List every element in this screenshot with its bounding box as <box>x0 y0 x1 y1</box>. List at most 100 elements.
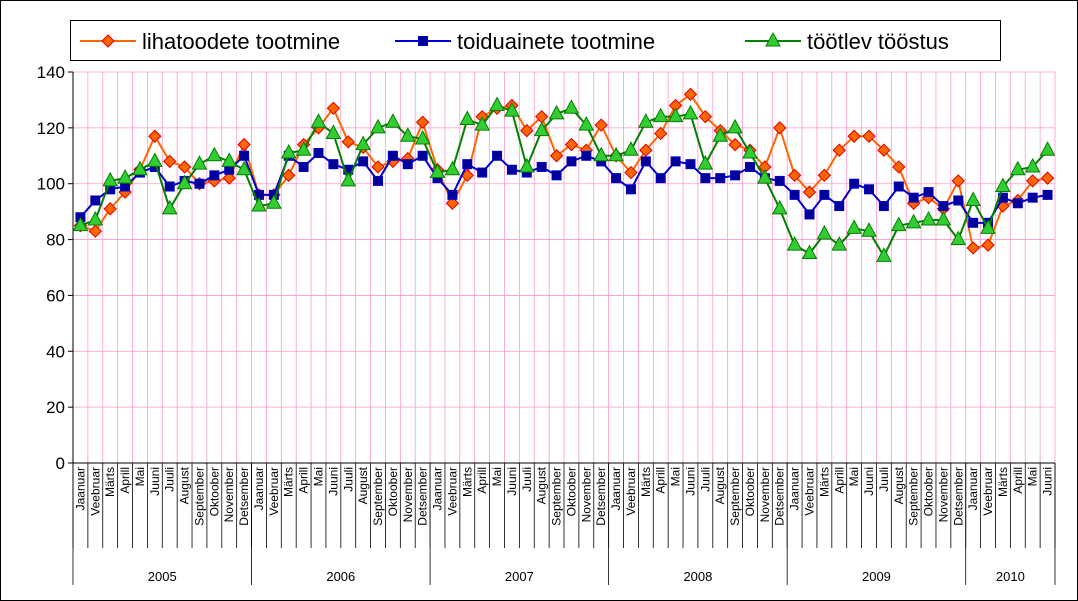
x-tick-label: Veebruar <box>624 467 638 516</box>
point <box>742 143 758 159</box>
x-tick-label: Juuni <box>683 467 697 496</box>
legend-label: töötlev tööstus <box>807 29 949 54</box>
point <box>402 159 413 170</box>
point <box>697 155 714 170</box>
point <box>176 174 193 190</box>
point <box>965 191 982 206</box>
point <box>861 222 877 237</box>
x-tick-label: Aprill <box>475 467 489 494</box>
y-tick-label: 100 <box>37 175 65 194</box>
point <box>1042 189 1053 200</box>
x-tick-label: September <box>907 467 921 526</box>
x-tick-label: Oktoober <box>207 467 221 516</box>
point <box>786 236 803 251</box>
point <box>816 224 833 240</box>
point <box>564 137 579 152</box>
point <box>266 194 282 209</box>
point <box>209 170 220 181</box>
x-tick-label: August <box>178 466 192 504</box>
point <box>563 99 580 114</box>
point <box>566 156 577 167</box>
point <box>730 170 741 181</box>
group-label: 2005 <box>148 569 177 584</box>
point <box>489 96 505 112</box>
x-tick-label: August <box>356 466 370 504</box>
point <box>832 143 846 157</box>
point <box>355 135 371 151</box>
x-tick-label: Mai <box>133 467 147 486</box>
point <box>533 121 550 137</box>
point <box>399 127 416 142</box>
point <box>310 113 327 128</box>
point <box>950 230 967 246</box>
point <box>744 161 755 172</box>
legend-label: lihatoodete tootmine <box>142 29 340 54</box>
point <box>417 150 428 161</box>
point <box>890 216 907 232</box>
x-tick-label: Aprill <box>1011 467 1025 494</box>
point <box>951 174 965 188</box>
x-tick-label: September <box>192 467 206 526</box>
group-label: 2007 <box>505 569 534 584</box>
point <box>477 167 488 178</box>
point <box>920 210 937 226</box>
point <box>715 173 726 184</box>
point <box>194 178 205 189</box>
point <box>1039 141 1056 156</box>
point <box>325 124 342 139</box>
point <box>817 168 832 183</box>
x-tick-label: Veebruar <box>267 467 281 516</box>
y-tick-label: 60 <box>46 286 65 305</box>
point <box>177 160 192 174</box>
point <box>625 184 636 195</box>
point <box>358 156 369 167</box>
point <box>102 171 119 187</box>
x-tick-label: Mai <box>312 467 326 486</box>
x-tick-label: Detsember <box>594 467 608 526</box>
point <box>864 184 875 195</box>
group-label: 2010 <box>996 569 1025 584</box>
point <box>536 161 547 172</box>
point <box>504 102 520 117</box>
point <box>101 34 115 48</box>
y-tick-label: 140 <box>37 63 65 82</box>
point <box>581 150 592 161</box>
point <box>415 115 430 129</box>
point <box>462 159 473 170</box>
point <box>103 202 117 216</box>
point <box>966 241 980 255</box>
point <box>88 224 103 238</box>
x-tick-label: September <box>371 467 385 526</box>
point <box>373 175 384 186</box>
point <box>682 104 699 120</box>
x-tick-label: Jaanuar <box>252 467 266 510</box>
point <box>371 160 385 174</box>
x-tick-label: Jaanuar <box>788 467 802 510</box>
point <box>847 129 861 143</box>
point <box>474 116 491 131</box>
x-tick-label: November <box>579 467 593 522</box>
point <box>670 156 681 167</box>
point <box>728 137 742 152</box>
x-tick-label: Mai <box>847 467 861 486</box>
point <box>1012 198 1023 209</box>
point <box>846 219 862 234</box>
x-tick-label: Juuni <box>505 467 519 496</box>
point <box>801 244 818 260</box>
point <box>1040 171 1055 185</box>
point <box>429 163 446 179</box>
point <box>968 217 979 228</box>
x-tick-label: Aprill <box>297 467 311 494</box>
point <box>876 247 892 262</box>
x-tick-label: Oktoober <box>922 467 936 516</box>
x-tick-label: November <box>401 467 415 522</box>
x-tick-label: Veebruar <box>981 467 995 516</box>
legend-label: toiduainete tootmine <box>457 29 655 54</box>
x-tick-label: Juuni <box>326 467 340 496</box>
point <box>698 109 713 124</box>
point <box>548 104 565 120</box>
point <box>877 143 891 157</box>
point <box>164 181 175 192</box>
point <box>623 141 639 156</box>
